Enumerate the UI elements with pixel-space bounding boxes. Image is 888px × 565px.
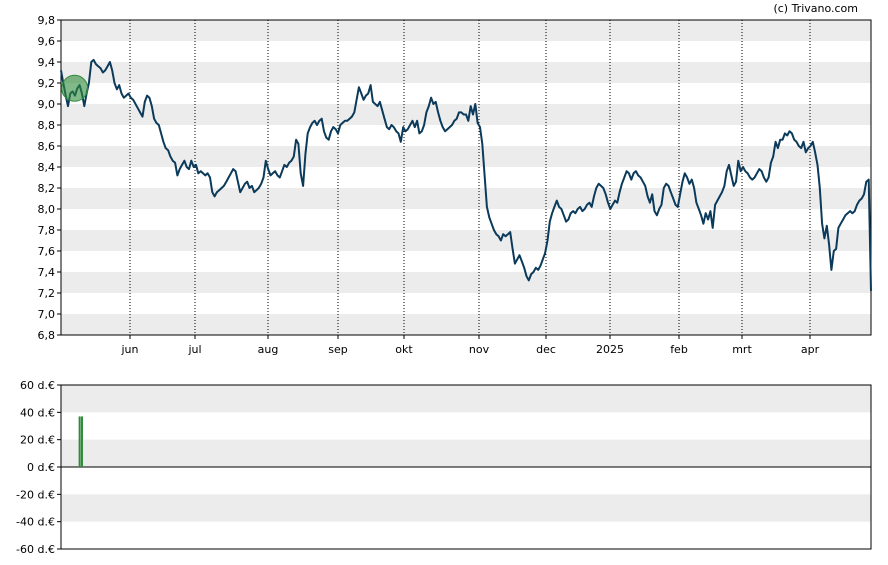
x-tick-label: okt bbox=[395, 343, 413, 356]
y-tick-label: 7,6 bbox=[38, 245, 56, 258]
y-tick-label: 7,2 bbox=[38, 287, 56, 300]
x-tick-label: mrt bbox=[732, 343, 752, 356]
y-tick-label: 6,8 bbox=[38, 329, 56, 342]
grid-band bbox=[61, 20, 871, 41]
y-tick-label: 9,8 bbox=[38, 14, 56, 27]
dividend-bar bbox=[78, 416, 81, 467]
y-tick-label: 40 d.€ bbox=[20, 406, 55, 419]
y-tick-label: 8,0 bbox=[38, 203, 56, 216]
grid-band bbox=[61, 62, 871, 83]
grid-band bbox=[61, 146, 871, 167]
y-tick-label: 9,4 bbox=[38, 56, 56, 69]
dividend-chart: 60 d.€ 40 d.€ 20 d.€ 0 d.€ -20 d.€ -40 d.€ -60… bbox=[16, 379, 872, 556]
y-tick-label: 7,0 bbox=[38, 308, 56, 321]
price-chart: jun jul aug sep okt nov dec 2025 feb mrt apr 6,8 7,0… bbox=[38, 14, 872, 356]
x-tick-label: sep bbox=[328, 343, 347, 356]
y-tick-label: -20 d.€ bbox=[16, 488, 55, 501]
y-tick-label: 60 d.€ bbox=[20, 379, 55, 392]
y-tick-label: 7,8 bbox=[38, 224, 56, 237]
grid-band bbox=[61, 272, 871, 293]
x-tick-label: dec bbox=[536, 343, 556, 356]
buy-marker bbox=[61, 74, 89, 102]
grid-band bbox=[61, 439, 871, 467]
y-tick-label: 20 d.€ bbox=[20, 434, 55, 447]
dividend-bar bbox=[80, 416, 83, 467]
y-tick-label: 9,0 bbox=[38, 98, 56, 111]
copyright-label: (c) Trivano.com bbox=[773, 2, 858, 15]
y-tick-label: 8,8 bbox=[38, 119, 56, 132]
x-tick-label: feb bbox=[670, 343, 688, 356]
x-tick-label: jul bbox=[187, 343, 201, 356]
grid-band bbox=[61, 188, 871, 209]
y-tick-label: -60 d.€ bbox=[16, 543, 55, 556]
price-line bbox=[60, 58, 872, 291]
grid-band bbox=[61, 314, 871, 335]
x-tick-label: 2025 bbox=[596, 343, 624, 356]
y-tick-label: 8,6 bbox=[38, 140, 56, 153]
y-tick-label: 7,4 bbox=[38, 266, 56, 279]
plot-frame bbox=[60, 19, 872, 336]
y-tick-label: 9,2 bbox=[38, 77, 56, 90]
y-tick-label: 8,2 bbox=[38, 182, 56, 195]
y-tick-label: 0 d.€ bbox=[27, 461, 55, 474]
grid-band bbox=[61, 230, 871, 251]
grid-band bbox=[61, 494, 871, 522]
x-tick-label: nov bbox=[469, 343, 490, 356]
y-tick-label: 9,6 bbox=[38, 35, 56, 48]
x-tick-label: apr bbox=[801, 343, 820, 356]
x-tick-label: jun bbox=[121, 343, 139, 356]
y-tick-label: -40 d.€ bbox=[16, 516, 55, 529]
x-tick-label: aug bbox=[258, 343, 279, 356]
y-tick-label: 8,4 bbox=[38, 161, 56, 174]
grid-band bbox=[61, 385, 871, 413]
